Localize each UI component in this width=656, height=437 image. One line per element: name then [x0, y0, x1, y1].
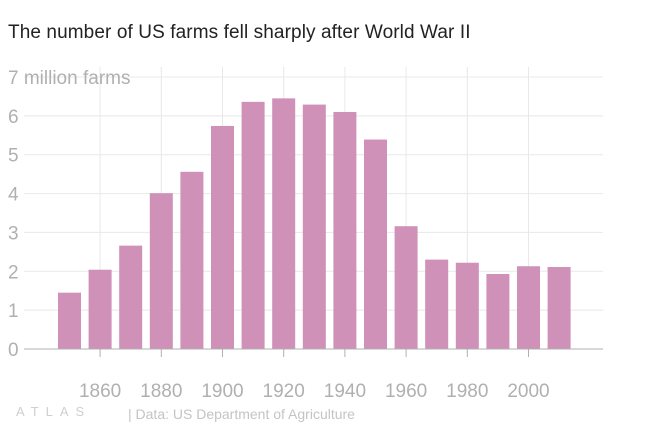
y-tick-label: 2 — [8, 262, 19, 283]
bar-2010 — [547, 267, 571, 349]
chart-title: The number of US farms fell sharply afte… — [8, 22, 471, 43]
bar-1940 — [333, 111, 357, 349]
bar-1850 — [58, 292, 81, 349]
data-source: | Data: US Department of Agriculture — [128, 406, 355, 422]
x-tick-label: 1900 — [201, 381, 243, 402]
bar-1900 — [211, 125, 234, 350]
y-tick-label: 1 — [8, 301, 19, 322]
bar-1910 — [241, 101, 265, 350]
x-tick-label: 1880 — [140, 381, 182, 402]
bar-1890 — [180, 171, 204, 349]
bar-1970 — [425, 259, 449, 349]
bar-1950 — [364, 139, 387, 349]
x-tick-label: 1980 — [446, 381, 488, 402]
bar-1880 — [149, 193, 173, 349]
y-tick-label: 5 — [8, 146, 19, 167]
bar-1920 — [272, 98, 296, 349]
x-tick-label: 1920 — [263, 381, 305, 402]
y-tick-label: 6 — [8, 107, 19, 128]
y-tick-label: 3 — [8, 223, 19, 244]
x-tick-label: 1860 — [79, 381, 121, 402]
y-axis-ticks: 0 1 2 3 4 5 6 7 million farms — [8, 68, 130, 361]
bar-1930 — [302, 104, 326, 350]
x-tick-label: 1940 — [324, 381, 366, 402]
y-tick-label: 0 — [8, 340, 19, 361]
bars — [58, 98, 571, 350]
atlas-logo: ATLAS — [16, 404, 92, 419]
bar-1870 — [119, 245, 143, 349]
bar-1960 — [394, 226, 418, 349]
x-tick-label: 1960 — [385, 381, 427, 402]
bar-1980 — [455, 262, 479, 349]
x-tick-label: 2000 — [507, 381, 549, 402]
bar-1860 — [88, 269, 112, 349]
y-tick-label: 7 million farms — [8, 68, 130, 89]
bar-1990 — [486, 274, 510, 349]
y-tick-label: 4 — [8, 185, 19, 206]
x-axis-ticks: 1860 1880 1900 1920 1940 1960 1980 2000 — [79, 349, 550, 402]
bar-2000 — [517, 266, 540, 349]
